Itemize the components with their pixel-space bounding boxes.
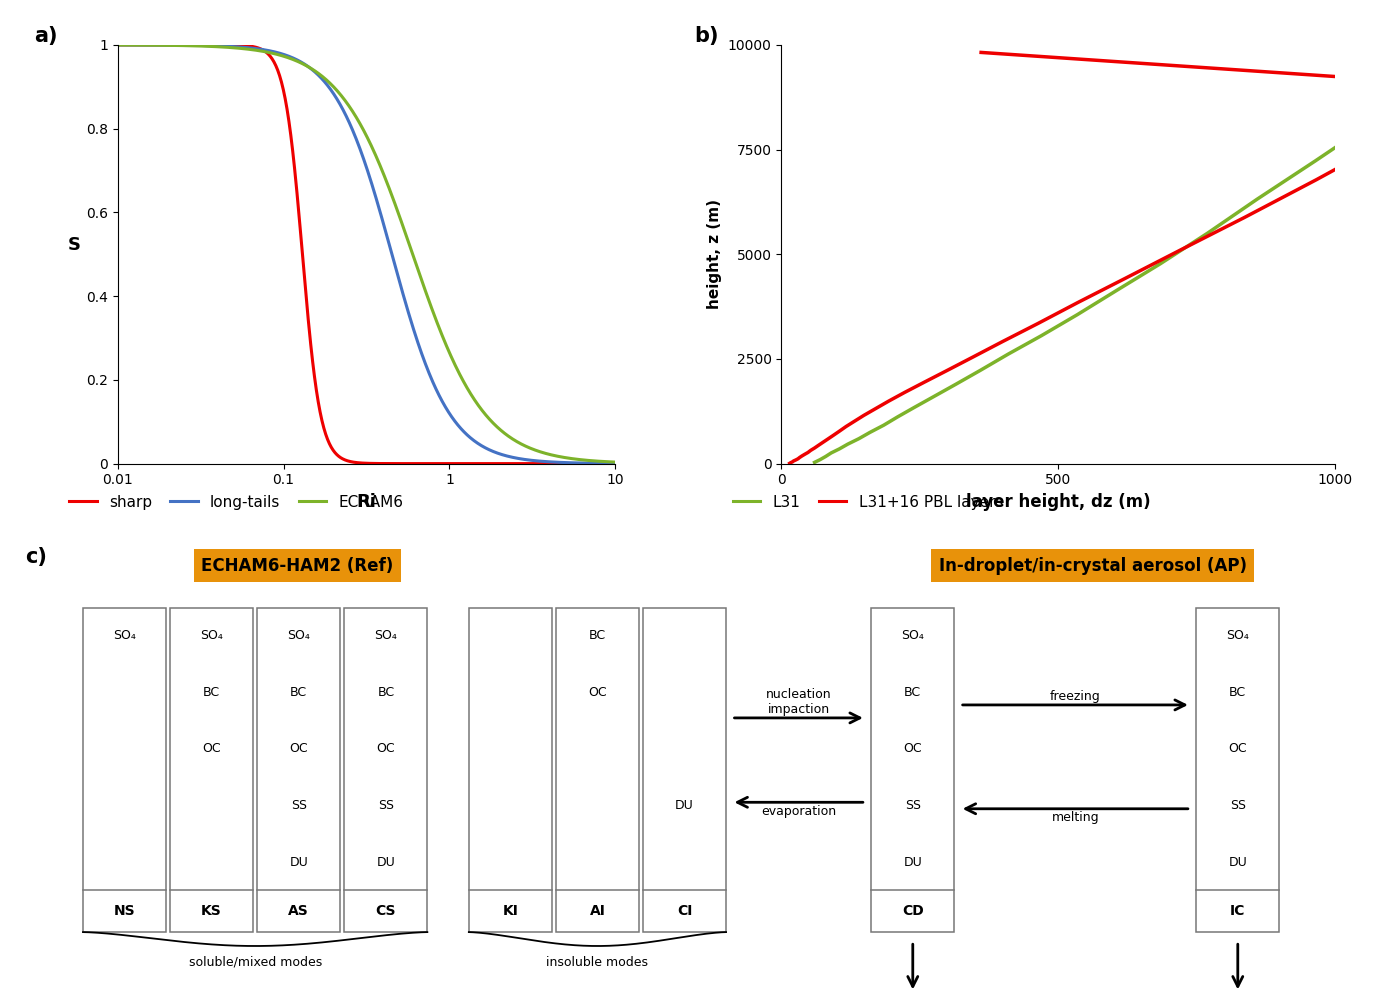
Text: BC: BC (1229, 686, 1246, 699)
Text: NS: NS (113, 904, 136, 918)
Text: IC: IC (1229, 904, 1246, 918)
Text: BC: BC (290, 686, 307, 699)
Bar (257, 607, 340, 932)
Text: KS: KS (201, 904, 223, 918)
Text: c): c) (25, 547, 47, 567)
Text: OC: OC (202, 743, 221, 756)
Bar (344, 607, 427, 932)
Text: OC: OC (588, 686, 607, 699)
Text: SS: SS (378, 799, 394, 812)
Text: DU: DU (675, 799, 694, 812)
Text: nucleation
impaction: nucleation impaction (766, 688, 831, 716)
Text: DU: DU (1228, 855, 1247, 868)
Text: insoluble modes: insoluble modes (546, 956, 649, 969)
Legend: L31, L31+16 PBL layers: L31, L31+16 PBL layers (727, 489, 1010, 515)
Text: a): a) (35, 26, 58, 46)
Y-axis label: S: S (68, 236, 82, 254)
Text: OC: OC (289, 743, 308, 756)
Text: AS: AS (288, 904, 310, 918)
Text: OC: OC (903, 743, 922, 756)
Legend: sharp, long-tails, ECHAM6: sharp, long-tails, ECHAM6 (64, 489, 409, 515)
Text: b): b) (694, 26, 719, 46)
Text: BC: BC (378, 686, 394, 699)
X-axis label: layer height, dz (m): layer height, dz (m) (965, 493, 1151, 510)
Text: In-droplet/in-crystal aerosol (AP): In-droplet/in-crystal aerosol (AP) (939, 557, 1246, 575)
Text: ECHAM6-HAM2 (Ref): ECHAM6-HAM2 (Ref) (201, 557, 394, 575)
Text: SO₄: SO₄ (288, 629, 310, 642)
Text: SS: SS (1229, 799, 1246, 812)
X-axis label: Ri: Ri (357, 493, 376, 510)
Text: SO₄: SO₄ (113, 629, 136, 642)
Text: DU: DU (289, 855, 308, 868)
Text: DU: DU (376, 855, 396, 868)
Text: freezing: freezing (1050, 690, 1101, 703)
Text: CD: CD (902, 904, 924, 918)
Text: SS: SS (290, 799, 307, 812)
Bar (469, 607, 552, 932)
Text: SO₄: SO₄ (201, 629, 223, 642)
Text: AI: AI (589, 904, 606, 918)
Text: SO₄: SO₄ (1227, 629, 1249, 642)
Text: KI: KI (502, 904, 519, 918)
Bar (871, 607, 954, 932)
Bar (643, 607, 726, 932)
Text: melting: melting (1051, 812, 1099, 825)
Bar (556, 607, 639, 932)
Text: BC: BC (589, 629, 606, 642)
Text: SS: SS (904, 799, 921, 812)
Y-axis label: height, z (m): height, z (m) (707, 199, 722, 309)
Text: OC: OC (1228, 743, 1247, 756)
Text: BC: BC (904, 686, 921, 699)
Bar (170, 607, 253, 932)
Bar (1196, 607, 1279, 932)
Text: BC: BC (203, 686, 220, 699)
Text: soluble/mixed modes: soluble/mixed modes (188, 956, 322, 969)
Text: SO₄: SO₄ (375, 629, 397, 642)
Text: OC: OC (376, 743, 396, 756)
Text: SO₄: SO₄ (902, 629, 924, 642)
Text: CI: CI (676, 904, 693, 918)
Text: evaporation: evaporation (761, 805, 837, 818)
Text: DU: DU (903, 855, 922, 868)
Text: CS: CS (376, 904, 396, 918)
Bar (83, 607, 166, 932)
